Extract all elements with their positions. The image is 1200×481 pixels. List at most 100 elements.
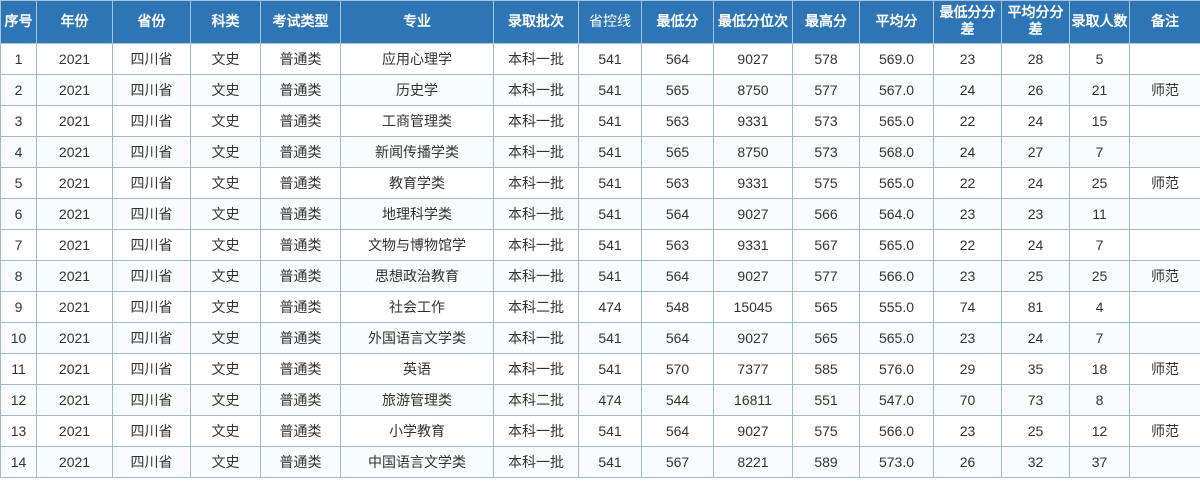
cell-batch: 本科一批 bbox=[493, 136, 579, 168]
header-avg-score: 平均分 bbox=[859, 0, 934, 44]
cell-year: 2021 bbox=[36, 167, 113, 199]
header-year: 年份 bbox=[36, 0, 113, 44]
cell-batch: 本科一批 bbox=[493, 167, 579, 199]
cell-max-score: 565 bbox=[792, 291, 860, 323]
cell-min-score: 565 bbox=[641, 136, 714, 168]
cell-max-score: 575 bbox=[792, 167, 860, 199]
cell-admitted-count: 7 bbox=[1069, 322, 1130, 354]
cell-avg-score: 547.0 bbox=[859, 384, 934, 416]
cell-province: 四川省 bbox=[112, 260, 191, 292]
cell-admitted-count: 7 bbox=[1069, 229, 1130, 261]
cell-province: 四川省 bbox=[112, 105, 191, 137]
cell-avg-diff: 24 bbox=[1001, 167, 1070, 199]
cell-year: 2021 bbox=[36, 322, 113, 354]
cell-min-rank: 9027 bbox=[713, 322, 793, 354]
cell-index: 14 bbox=[0, 446, 37, 478]
cell-max-score: 567 bbox=[792, 229, 860, 261]
cell-min-rank: 7377 bbox=[713, 353, 793, 385]
cell-province: 四川省 bbox=[112, 167, 191, 199]
cell-avg-diff: 25 bbox=[1001, 260, 1070, 292]
cell-admitted-count: 11 bbox=[1069, 198, 1130, 230]
cell-min-score: 564 bbox=[641, 322, 714, 354]
cell-min-rank: 9331 bbox=[713, 229, 793, 261]
cell-batch: 本科二批 bbox=[493, 291, 579, 323]
cell-avg-diff: 27 bbox=[1001, 136, 1070, 168]
cell-index: 13 bbox=[0, 415, 37, 447]
cell-control-line: 541 bbox=[578, 353, 642, 385]
cell-min-rank: 9331 bbox=[713, 105, 793, 137]
cell-remark bbox=[1129, 322, 1200, 354]
cell-admitted-count: 15 bbox=[1069, 105, 1130, 137]
cell-major: 工商管理类 bbox=[340, 105, 494, 137]
cell-major: 教育学类 bbox=[340, 167, 494, 199]
cell-exam-type: 普通类 bbox=[260, 291, 341, 323]
cell-min-diff: 26 bbox=[933, 446, 1002, 478]
cell-exam-type: 普通类 bbox=[260, 198, 341, 230]
cell-index: 1 bbox=[0, 43, 37, 75]
cell-avg-score: 555.0 bbox=[859, 291, 934, 323]
cell-control-line: 541 bbox=[578, 198, 642, 230]
cell-year: 2021 bbox=[36, 260, 113, 292]
cell-avg-diff: 35 bbox=[1001, 353, 1070, 385]
cell-avg-score: 565.0 bbox=[859, 167, 934, 199]
cell-year: 2021 bbox=[36, 291, 113, 323]
cell-max-score: 566 bbox=[792, 198, 860, 230]
cell-control-line: 541 bbox=[578, 105, 642, 137]
cell-min-diff: 23 bbox=[933, 322, 1002, 354]
cell-index: 12 bbox=[0, 384, 37, 416]
cell-control-line: 541 bbox=[578, 167, 642, 199]
cell-subject-type: 文史 bbox=[190, 353, 261, 385]
table-row: 10 2021 四川省 文史 普通类 外国语言文学类 本科一批 541 564 9027 565 56… bbox=[0, 322, 1200, 354]
cell-year: 2021 bbox=[36, 105, 113, 137]
cell-subject-type: 文史 bbox=[190, 229, 261, 261]
cell-min-score: 548 bbox=[641, 291, 714, 323]
cell-exam-type: 普通类 bbox=[260, 353, 341, 385]
cell-avg-diff: 73 bbox=[1001, 384, 1070, 416]
table-row: 6 2021 四川省 文史 普通类 地理科学类 本科一批 541 564 9027 566 564.0… bbox=[0, 198, 1200, 230]
cell-min-rank: 9027 bbox=[713, 415, 793, 447]
cell-major: 英语 bbox=[340, 353, 494, 385]
header-remark: 备注 bbox=[1129, 0, 1200, 44]
cell-exam-type: 普通类 bbox=[260, 229, 341, 261]
cell-remark bbox=[1129, 291, 1200, 323]
cell-admitted-count: 5 bbox=[1069, 43, 1130, 75]
cell-subject-type: 文史 bbox=[190, 291, 261, 323]
cell-min-score: 564 bbox=[641, 43, 714, 75]
cell-avg-score: 566.0 bbox=[859, 415, 934, 447]
cell-exam-type: 普通类 bbox=[260, 384, 341, 416]
cell-major: 历史学 bbox=[340, 74, 494, 106]
cell-subject-type: 文史 bbox=[190, 322, 261, 354]
header-admitted-count: 录取人数 bbox=[1069, 0, 1130, 44]
cell-remark bbox=[1129, 384, 1200, 416]
cell-exam-type: 普通类 bbox=[260, 105, 341, 137]
cell-subject-type: 文史 bbox=[190, 415, 261, 447]
cell-major: 外国语言文学类 bbox=[340, 322, 494, 354]
cell-subject-type: 文史 bbox=[190, 74, 261, 106]
cell-avg-diff: 23 bbox=[1001, 198, 1070, 230]
cell-subject-type: 文史 bbox=[190, 43, 261, 75]
cell-min-diff: 22 bbox=[933, 105, 1002, 137]
cell-major: 小学教育 bbox=[340, 415, 494, 447]
cell-max-score: 573 bbox=[792, 136, 860, 168]
table-row: 13 2021 四川省 文史 普通类 小学教育 本科一批 541 564 9027 575 566.0… bbox=[0, 415, 1200, 447]
cell-avg-score: 565.0 bbox=[859, 105, 934, 137]
cell-index: 5 bbox=[0, 167, 37, 199]
cell-admitted-count: 21 bbox=[1069, 74, 1130, 106]
cell-control-line: 541 bbox=[578, 260, 642, 292]
cell-min-score: 563 bbox=[641, 105, 714, 137]
cell-exam-type: 普通类 bbox=[260, 74, 341, 106]
cell-index: 9 bbox=[0, 291, 37, 323]
cell-admitted-count: 4 bbox=[1069, 291, 1130, 323]
cell-min-diff: 70 bbox=[933, 384, 1002, 416]
cell-exam-type: 普通类 bbox=[260, 260, 341, 292]
cell-province: 四川省 bbox=[112, 74, 191, 106]
cell-exam-type: 普通类 bbox=[260, 415, 341, 447]
cell-max-score: 589 bbox=[792, 446, 860, 478]
table-row: 14 2021 四川省 文史 普通类 中国语言文学类 本科一批 541 567 8221 589 57… bbox=[0, 446, 1200, 478]
cell-avg-diff: 26 bbox=[1001, 74, 1070, 106]
cell-batch: 本科一批 bbox=[493, 43, 579, 75]
header-major: 专业 bbox=[340, 0, 494, 44]
cell-remark bbox=[1129, 229, 1200, 261]
cell-min-diff: 24 bbox=[933, 74, 1002, 106]
